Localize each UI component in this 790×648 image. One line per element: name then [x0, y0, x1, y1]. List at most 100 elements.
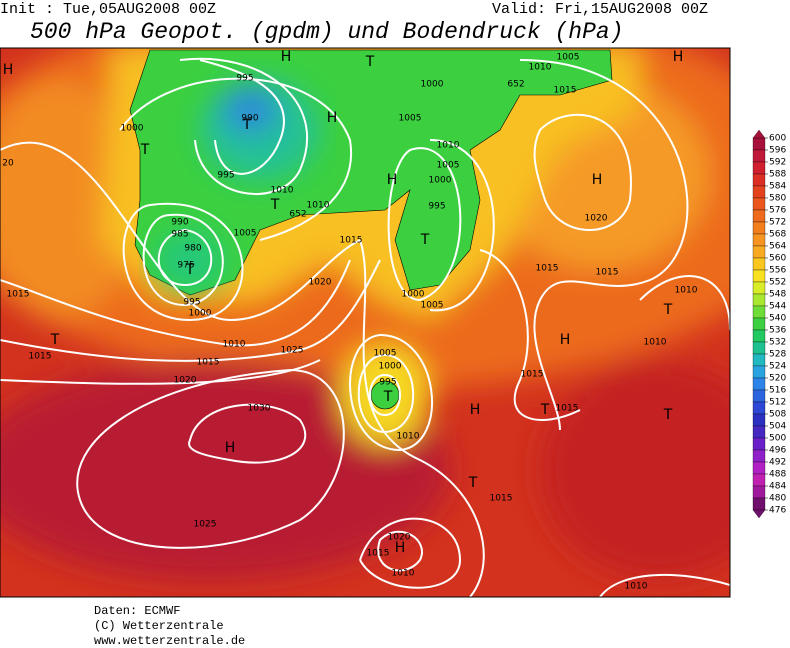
isobar-label: 1010 [675, 286, 698, 296]
isobar-label: 985 [171, 230, 188, 240]
colorbar-label: 548 [769, 290, 786, 300]
colorbar-box [752, 413, 766, 427]
isobar-label: 1010 [529, 63, 552, 73]
pressure-center: T [185, 262, 195, 278]
colorbar-box [752, 221, 766, 235]
pressure-center: T [420, 232, 430, 248]
colorbar-label: 492 [769, 458, 786, 468]
pressure-center: T [663, 302, 673, 318]
isobar-label: 1010 [397, 432, 420, 442]
pressure-center: T [365, 54, 375, 70]
pressure-center: T [383, 389, 393, 405]
colorbar-box [752, 449, 766, 463]
isobar-label: 1000 [379, 362, 402, 372]
isobar-label: 1005 [421, 301, 444, 311]
colorbar-box [752, 317, 766, 331]
isobar-label: 1015 [536, 264, 559, 274]
colorbar-arrow-top [752, 129, 766, 139]
pressure-center: H [327, 110, 338, 126]
isobar-label: 1005 [374, 349, 397, 359]
footer-line: Daten: ECMWF [94, 604, 180, 618]
footer-line: (C) Wetterzentrale [94, 619, 224, 633]
colorbar-label: 544 [769, 302, 786, 312]
isobar-label: 980 [184, 244, 201, 254]
valid-time: Valid: Fri,15AUG2008 00Z [492, 1, 708, 18]
colorbar: 600 596 592 588 584 580 576 572 568 564 560 556 552 5… [752, 129, 786, 519]
init-time: Init : Tue,05AUG2008 00Z [0, 1, 216, 18]
isobar-label: 1030 [248, 404, 271, 414]
isobar-label: 1010 [625, 582, 648, 592]
pressure-center: H [470, 402, 481, 418]
map-labels: 9959901000100510101005101510009951010101… [2, 49, 698, 592]
colorbar-label: 540 [769, 314, 786, 324]
isobar-label: 1015 [197, 358, 220, 368]
pressure-center: H [387, 172, 398, 188]
colorbar-label: 600 [769, 134, 786, 144]
isobar-label: 1015 [556, 404, 579, 414]
isobar-label: 1020 [585, 214, 608, 224]
colorbar-box [752, 461, 766, 475]
isobar-label: 20 [2, 159, 14, 169]
isobar-label: 1015 [521, 370, 544, 380]
colorbar-label: 516 [769, 386, 786, 396]
colorbar-label: 532 [769, 338, 786, 348]
pressure-center: T [540, 402, 550, 418]
colorbar-label: 500 [769, 434, 786, 444]
colorbar-label: 524 [769, 362, 786, 372]
colorbar-box [752, 293, 766, 307]
isobar-label: 1000 [402, 290, 425, 300]
colorbar-box [752, 245, 766, 259]
isobar-label: 652 [289, 210, 306, 220]
colorbar-label: 572 [769, 218, 786, 228]
colorbar-label: 520 [769, 374, 786, 384]
isobar-label: 1000 [421, 80, 444, 90]
isobar-label: 1015 [596, 268, 619, 278]
isobar-label: 1005 [437, 161, 460, 171]
pressure-center: H [281, 49, 292, 65]
isobar-label: 1015 [7, 290, 30, 300]
colorbar-label: 496 [769, 446, 786, 456]
colorbar-label: 560 [769, 254, 786, 264]
isobar-label: 995 [183, 298, 200, 308]
map-frame [0, 47, 731, 598]
colorbar-box [752, 257, 766, 271]
colorbar-label: 536 [769, 326, 786, 336]
colorbar-box [752, 425, 766, 439]
colorbar-label: 512 [769, 398, 786, 408]
isobar-label: 1025 [281, 346, 304, 356]
colorbar-box [752, 209, 766, 223]
isobar-label: 995 [379, 378, 396, 388]
colorbar-label: 584 [769, 182, 786, 192]
isobar-label: 1015 [29, 352, 52, 362]
colorbar-box [752, 389, 766, 403]
isobar-label: 1010 [307, 201, 330, 211]
pressure-center: T [663, 407, 673, 423]
colorbar-box [752, 365, 766, 379]
colorbar-box [752, 473, 766, 487]
pressure-center: T [468, 475, 478, 491]
isobar-label: 1020 [388, 533, 411, 543]
colorbar-label: 592 [769, 158, 786, 168]
pressure-center: H [225, 440, 236, 456]
isobar-label: 1000 [121, 124, 144, 134]
colorbar-label: 480 [769, 494, 786, 504]
isobar-label: 1005 [399, 114, 422, 124]
colorbar-box [752, 341, 766, 355]
isobar-label: 1025 [194, 520, 217, 530]
colorbar-label: 596 [769, 146, 786, 156]
colorbar-label: 588 [769, 170, 786, 180]
colorbar-box [752, 149, 766, 163]
colorbar-box [752, 137, 766, 151]
pressure-center: H [395, 540, 406, 556]
isobar-label: 1015 [340, 236, 363, 246]
isobar-label: 995 [236, 74, 253, 84]
pressure-center: T [242, 117, 252, 133]
colorbar-label: 552 [769, 278, 786, 288]
isobar-label: 1015 [367, 549, 390, 559]
colorbar-label: 484 [769, 482, 786, 492]
colorbar-box [752, 353, 766, 367]
isobar-label: 1005 [557, 53, 580, 63]
colorbar-box [752, 305, 766, 319]
isobar-label: 1020 [309, 278, 332, 288]
isobar-label: 995 [217, 171, 234, 181]
